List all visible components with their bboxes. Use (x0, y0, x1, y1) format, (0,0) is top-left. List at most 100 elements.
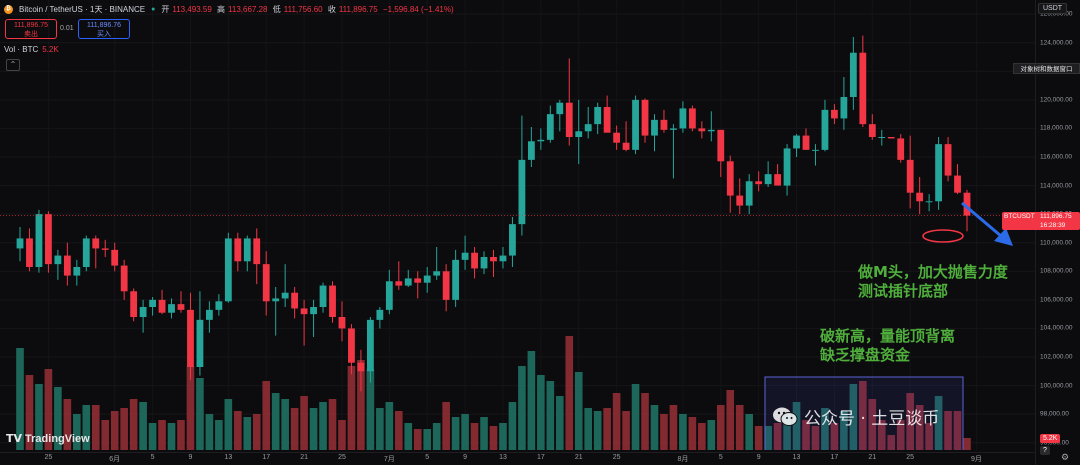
candle-body (679, 108, 687, 129)
volume-bar (754, 426, 763, 450)
time-tick-label: 17 (536, 454, 545, 461)
volume-bar (451, 417, 460, 450)
candle-body (632, 99, 639, 150)
candle-body (651, 119, 658, 136)
volume-bar (271, 393, 280, 450)
candle-body (206, 309, 213, 320)
volume-bar (470, 423, 479, 450)
volume-bar (309, 408, 318, 450)
candle-body (717, 129, 725, 162)
price-axis[interactable]: 126,000.00124,000.00122,000.00120,000.00… (1035, 0, 1080, 465)
time-tick-label: 13 (499, 454, 507, 461)
volume-bar (110, 411, 119, 450)
volume-bar (319, 402, 327, 450)
candle-body (783, 148, 791, 186)
time-tick-label: 9 (756, 454, 761, 461)
candle-body (414, 278, 422, 283)
time-tick-label: 25 (906, 454, 915, 461)
gear-icon[interactable]: ⚙ (1061, 452, 1070, 462)
volume-bar (404, 423, 413, 450)
price-chart-canvas[interactable] (0, 0, 1035, 450)
candle-body (300, 308, 308, 315)
sell-button[interactable]: 111,896.75 卖出 (5, 19, 57, 39)
candle-body (26, 238, 33, 267)
volume-legend[interactable]: Vol · BTC 5.2K (4, 45, 59, 54)
time-tick-label: 6月 (109, 456, 121, 463)
volume-bar (574, 372, 583, 450)
help-tag[interactable]: ? (1040, 446, 1050, 455)
volume-bar (252, 414, 261, 450)
volume-bar (887, 435, 896, 450)
volume-bar (262, 381, 271, 450)
annotation-divergence-line1: 破新高，量能顶背离 (820, 327, 956, 345)
candle-body (622, 142, 630, 150)
volume-bar (953, 411, 962, 450)
buy-button[interactable]: 111,896.76 买入 (78, 19, 130, 39)
volume-bar (915, 405, 924, 450)
volume-bar (537, 375, 545, 450)
candle-body (16, 238, 24, 249)
volume-bar (16, 348, 24, 450)
volume-bar (840, 411, 848, 450)
candle-body (887, 137, 895, 139)
volume-bar (499, 423, 507, 450)
volume-bar (811, 426, 820, 450)
volume-bar (376, 408, 384, 450)
tradingview-logo[interactable]: 𝗧𝗩 TradingView (6, 432, 90, 446)
annotation-m-top: 做M头，加大抛售力度 测试插针底部 (858, 263, 1008, 301)
current-symbol: BTCUSDT (1004, 212, 1035, 220)
volume-bar (338, 420, 346, 450)
price-tick-label: 102,000.00 (1040, 353, 1073, 361)
volume-bar (660, 414, 668, 450)
candle-body (187, 309, 194, 367)
volume-bar (243, 417, 252, 450)
ohlc-readout: 开 113,493.59 高 113,667.28 低 111,756.60 收 111… (161, 4, 456, 15)
candle-body (442, 271, 450, 300)
candle-body (310, 307, 317, 315)
candle-body (376, 309, 384, 320)
volume-bar (612, 393, 621, 450)
candle-body (471, 252, 478, 269)
candle-body (935, 144, 942, 202)
candle-body (158, 299, 166, 313)
candle-body (707, 129, 715, 132)
price-tick-label: 116,000.00 (1040, 153, 1073, 161)
candle-body (812, 149, 819, 151)
price-tick-label: 118,000.00 (1040, 124, 1073, 132)
candle-body (281, 292, 289, 299)
candle-body (726, 161, 734, 196)
candle-body (177, 304, 185, 310)
candle-body (641, 99, 649, 136)
volume-bar (546, 381, 555, 450)
candle-body (452, 259, 460, 300)
sell-label: 卖出 (24, 31, 38, 38)
collapse-indicator-button[interactable]: ⌃ (6, 59, 20, 71)
tradingview-logo-icon: 𝗧𝗩 (6, 433, 23, 445)
time-tick-label: 21 (574, 454, 583, 461)
volume-bar (300, 396, 308, 450)
candle-body (584, 124, 592, 132)
candle-body (168, 304, 175, 313)
price-tick-label: 110,000.00 (1040, 239, 1073, 247)
candle-body (859, 52, 867, 125)
volume-legend-label: Vol · BTC (4, 45, 39, 54)
volume-bar (641, 393, 649, 450)
volume-bar (821, 408, 829, 450)
watermark-text: 公众号 · 土豆谈币 (804, 409, 940, 429)
buy-label: 买入 (97, 31, 111, 38)
candle-body (253, 238, 261, 265)
currency-selector[interactable]: USDT (1038, 3, 1068, 14)
volume-bar (186, 366, 195, 450)
time-axis[interactable]: 25 6月 5 9 13 17 21 25 7月 5 9 13 17 21 25 8月 5 9 13 17 21 25 9月 (0, 452, 1035, 465)
volume-legend-value: 5.2K (42, 45, 59, 54)
time-tick-label: 17 (262, 454, 271, 461)
volume-bar (129, 399, 138, 450)
volume-bar (508, 402, 517, 450)
candle-body (745, 181, 753, 206)
symbol-title[interactable]: Bitcoin / TetherUS · 1天 · BINANCE (19, 5, 146, 14)
volume-bar (868, 399, 877, 450)
volume-bar (120, 408, 128, 450)
volume-bar (593, 411, 602, 450)
volume-bar (366, 369, 375, 450)
